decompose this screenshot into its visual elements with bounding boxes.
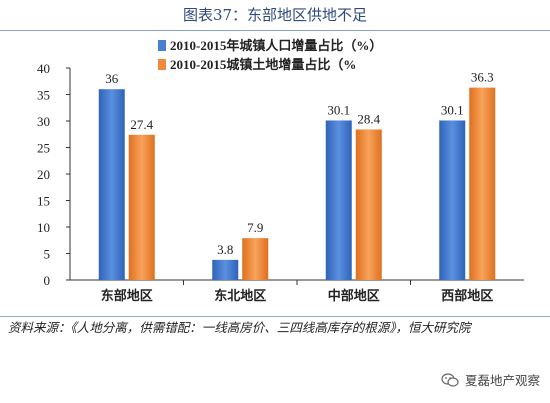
bar-chart: 2010-2015年城镇人口增量占比（%） 2010-2015城镇土地增量占比（%… (37, 38, 524, 303)
bar-land (355, 129, 382, 280)
legend-swatch (158, 59, 166, 70)
legend-label: 2010-2015城镇土地增量占比（% (170, 57, 356, 72)
axes: 0 5 10 15 20 25 30 35 40 东部地区 东北地区 中部地区 西部地区 (37, 61, 524, 303)
y-tick-label: 40 (37, 61, 50, 76)
data-label: 28.4 (357, 111, 380, 126)
data-label: 3.8 (217, 242, 233, 257)
data-label: 30.1 (327, 102, 350, 117)
x-tick-label: 东北地区 (214, 288, 266, 303)
y-tick-label: 15 (37, 194, 50, 209)
bar-land (469, 87, 496, 280)
source-note: 资料来源：《人地分离，供需错配：一线高房价、三四线高库存的根源》，恒大研究院 (8, 320, 471, 335)
data-label: 27.4 (130, 117, 153, 132)
y-tick-label: 20 (37, 167, 50, 182)
y-tick-label: 5 (44, 247, 51, 262)
x-tick-label: 东部地区 (101, 288, 153, 303)
bars: 36 27.4 3.8 7.9 30.1 28.4 30.1 36.3 (98, 70, 496, 280)
divider (0, 316, 550, 317)
legend-label: 2010-2015年城镇人口增量占比（%） (170, 38, 382, 53)
data-label: 30.1 (441, 102, 464, 117)
y-tick-label: 0 (44, 273, 51, 288)
y-tick-label: 35 (37, 88, 50, 103)
wechat-icon (441, 372, 459, 387)
data-label: 7.9 (247, 220, 263, 235)
watermark-text: 夏磊地产观察 (464, 373, 540, 388)
title-bar: 图表37：东部地区供地不足 (0, 0, 550, 31)
x-tick-label: 西部地区 (441, 288, 493, 303)
watermark: 夏磊地产观察 (441, 370, 540, 389)
bar-land (128, 134, 155, 280)
bar-population (325, 120, 352, 280)
data-label: 36.3 (471, 70, 494, 85)
legend-swatch (158, 40, 166, 51)
bar-population (439, 120, 466, 280)
bar-land (242, 238, 269, 280)
y-tick-label: 10 (37, 220, 50, 235)
bar-population (212, 259, 239, 280)
legend: 2010-2015年城镇人口增量占比（%） 2010-2015城镇土地增量占比（% (158, 38, 382, 72)
data-label: 36 (105, 71, 119, 86)
bar-population (98, 89, 125, 280)
chart-title: 图表37：东部地区供地不足 (182, 6, 368, 24)
y-tick-label: 25 (37, 141, 50, 156)
x-tick-label: 中部地区 (328, 288, 380, 303)
y-tick-label: 30 (37, 114, 50, 129)
